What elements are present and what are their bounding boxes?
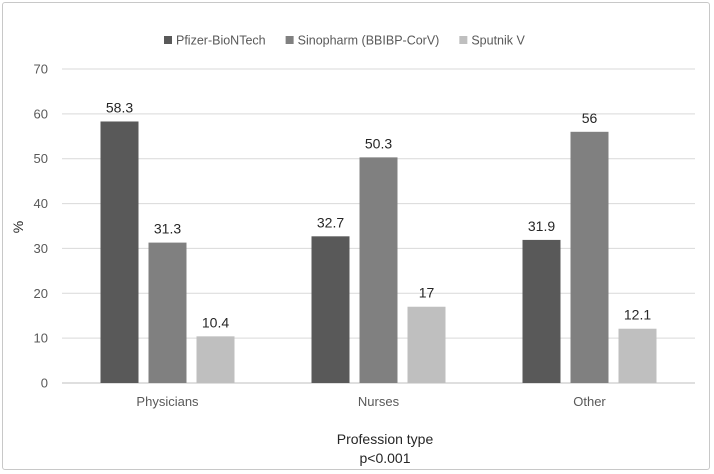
x-tick-label: Nurses (358, 394, 400, 409)
legend-swatch (164, 36, 172, 44)
bar (311, 236, 350, 383)
data-label: 31.9 (528, 218, 555, 234)
data-label: 10.4 (202, 314, 229, 330)
y-tick-label: 20 (34, 286, 48, 301)
x-axis-subtitle: p<0.001 (360, 450, 411, 466)
bar (148, 242, 187, 383)
y-axis-ticks: 0 10 20 30 40 50 60 70 (34, 62, 48, 391)
data-label: 12.1 (624, 307, 651, 323)
bar (359, 157, 398, 383)
bar (522, 239, 561, 383)
data-label: 58.3 (106, 99, 133, 115)
bar (570, 131, 609, 383)
y-tick-label: 60 (34, 106, 48, 121)
bar (618, 328, 657, 383)
legend-swatch (285, 36, 294, 44)
legend-swatch (459, 36, 468, 44)
x-tick-label: Physicians (136, 394, 199, 409)
bar (100, 121, 139, 384)
x-axis-ticks: Physicians Nurses Other (136, 394, 606, 409)
legend-label: Sputnik V (471, 34, 525, 48)
legend-label: Pfizer-BioNTech (176, 34, 266, 48)
data-label: 31.3 (154, 221, 181, 237)
y-axis-title: % (10, 221, 26, 233)
data-label: 50.3 (365, 135, 392, 151)
y-tick-label: 40 (34, 196, 48, 211)
data-label: 56 (582, 110, 598, 126)
bar (196, 336, 235, 383)
data-label: 17 (419, 285, 435, 301)
y-tick-label: 30 (34, 241, 48, 256)
bars (100, 121, 657, 384)
legend-label: Sinopharm (BBIBP-CorV) (298, 34, 440, 48)
x-tick-label: Other (573, 394, 606, 409)
data-labels: 58.3 31.3 10.4 32.7 50.3 17 31.9 56 12.1 (106, 99, 651, 330)
x-axis-title: Profession type (337, 431, 434, 447)
legend: Pfizer-BioNTech Sinopharm (BBIBP-CorV) Spu… (164, 34, 526, 48)
y-tick-label: 70 (34, 62, 48, 77)
data-label: 32.7 (317, 214, 344, 230)
y-tick-label: 10 (34, 331, 48, 346)
y-tick-label: 0 (41, 376, 48, 391)
bar (407, 306, 446, 383)
y-tick-label: 50 (34, 151, 48, 166)
